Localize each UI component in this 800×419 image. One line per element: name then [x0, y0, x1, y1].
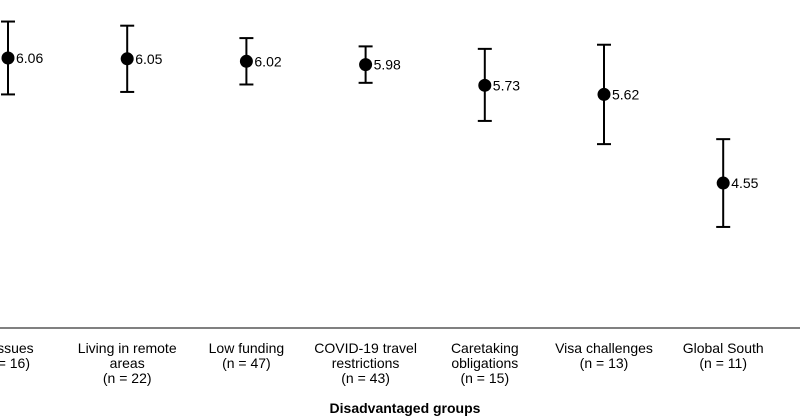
value-label-5: 5.62 [612, 86, 639, 102]
point-group-5: 5.62 [597, 43, 639, 146]
x-tick-label-5: Visa challenges (n = 13) [555, 340, 653, 371]
x-tick-label-3: COVID-19 travel restrictions (n = 43) [314, 340, 417, 386]
data-point-1 [120, 52, 134, 66]
x-tick-label-line-6-0: Global South [683, 340, 764, 356]
point-group-3: 5.98 [358, 45, 401, 84]
value-label-6: 4.55 [731, 175, 758, 191]
value-label-4: 5.73 [493, 77, 520, 93]
data-points: 6.06 6.05 6.02 5.98 5.73 5.62 4.55 [1, 20, 759, 228]
x-tick-label-line-3-0: COVID-19 travel [314, 340, 417, 356]
x-tick-label-2: Low funding (n = 47) [209, 340, 285, 371]
x-tick-label-4: Caretaking obligations (n = 15) [451, 340, 519, 386]
value-label-0: 6.06 [16, 50, 43, 66]
point-group-4: 5.73 [477, 47, 520, 122]
data-point-5 [597, 87, 611, 101]
value-label-1: 6.05 [135, 51, 162, 67]
point-group-0: 6.06 [1, 20, 43, 96]
point-group-1: 6.05 [120, 24, 163, 93]
point-group-6: 4.55 [716, 138, 759, 228]
x-tick-label-line-1-0: Living in remote [78, 340, 177, 356]
value-label-2: 6.02 [254, 53, 281, 69]
x-tick-label-line-5-0: Visa challenges [555, 340, 653, 356]
x-tick-label-line-6-1: (n = 11) [699, 355, 747, 371]
x-tick-label-line-3-1: restrictions [332, 355, 400, 371]
x-tick-label-0: h issuesn = 16) [0, 340, 34, 371]
value-label-3: 5.98 [374, 57, 401, 73]
x-tick-label-line-0-0: h issues [0, 340, 34, 356]
x-tick-label-line-2-0: Low funding [209, 340, 285, 356]
data-point-3 [359, 58, 373, 72]
x-tick-label-line-4-0: Caretaking [451, 340, 519, 356]
x-tick-label-6: Global South (n = 11) [683, 340, 764, 371]
data-point-4 [478, 78, 492, 92]
x-tick-label-line-0-1: n = 16) [0, 355, 30, 371]
data-point-2 [239, 54, 253, 68]
point-group-2: 6.02 [239, 37, 282, 86]
x-tick-label-line-1-1: areas [110, 355, 145, 371]
x-tick-label-line-2-1: (n = 47) [222, 355, 271, 371]
x-tick-label-1: Living in remote areas (n = 22) [78, 340, 177, 386]
x-axis-title: Disadvantaged groups [330, 400, 481, 416]
x-tick-label-line-4-1: obligations [451, 355, 518, 371]
x-tick-label-line-3-2: (n = 43) [341, 370, 390, 386]
x-tick-label-line-4-2: (n = 15) [460, 370, 509, 386]
data-point-6 [716, 176, 730, 190]
x-tick-label-line-1-2: (n = 22) [103, 370, 152, 386]
data-point-0 [1, 51, 15, 65]
x-tick-label-line-5-1: (n = 13) [580, 355, 629, 371]
